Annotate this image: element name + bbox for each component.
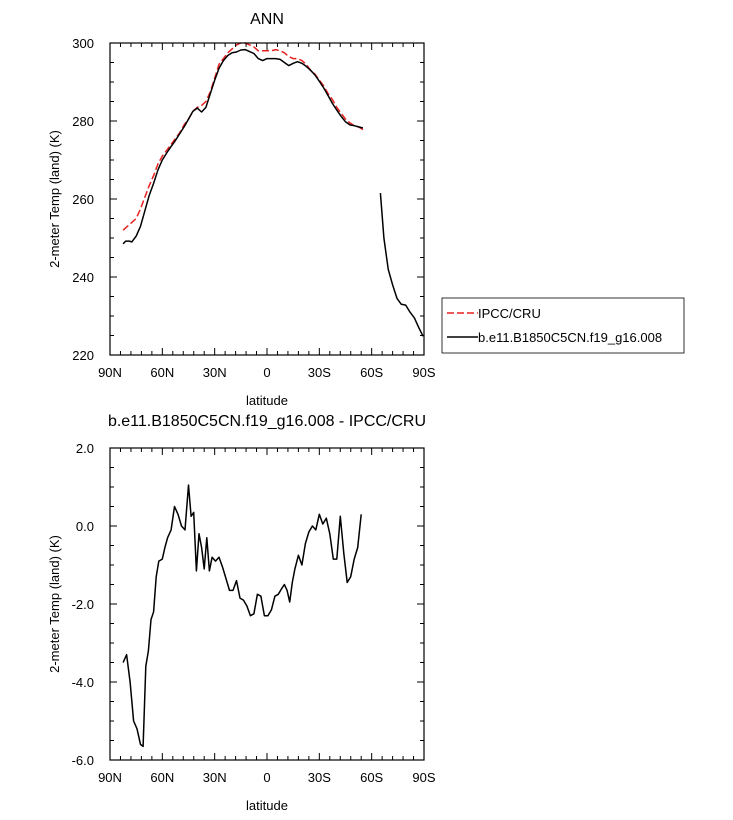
top-chart-x-tick-label: 90N [98,365,122,380]
top-chart-title: ANN [250,11,284,28]
top-chart-series-0-line-0 [122,42,364,231]
top-chart-x-tick-label: 0 [263,365,270,380]
top-chart-ticks [109,42,425,356]
legend-box [441,297,685,354]
legend: IPCC/CRU b.e11.B1850C5CN.f19_g16.008 [441,297,685,354]
bottom-chart-x-tick-labels: 90N 60N 30N 0 30S 60S 90S [98,770,436,785]
bottom-chart-y-tick-label: 2.0 [76,441,94,456]
bottom-chart-y-label: 2-meter Temp (land) (K) [47,535,62,673]
top-chart-x-tick-label: 30S [308,365,331,380]
bottom-chart-series-0-line-0 [122,484,362,748]
bottom-chart-y-tick-label: -2.0 [72,597,94,612]
bottom-chart-x-label: latitude [246,798,288,813]
bottom-chart-x-tick-label: 60N [150,770,174,785]
top-chart-y-tick-label: 300 [72,36,94,51]
bottom-chart-y-tick-label: -6.0 [72,753,94,768]
legend-label-ipcc-cru: IPCC/CRU [478,306,541,321]
bottom-chart-frame [109,447,425,761]
bottom-chart-x-tick-label: 0 [263,770,270,785]
bottom-chart: b.e11.B1850C5CN.f19_g16.008 - IPCC/CRU -… [47,413,436,813]
top-chart-series-1-line-0 [122,48,364,245]
bottom-chart-ticks [109,447,425,761]
bottom-chart-y-tick-labels: -6.0 -4.0 -2.0 0.0 2.0 [72,441,94,768]
top-chart-x-tick-label: 60S [360,365,383,380]
bottom-chart-y-tick-label: 0.0 [76,519,94,534]
bottom-chart-x-tick-label: 30N [203,770,227,785]
top-chart-frame [109,42,425,356]
top-chart-series [122,42,424,337]
top-chart-y-tick-label: 260 [72,192,94,207]
top-chart-y-tick-label: 280 [72,114,94,129]
top-chart-x-tick-labels: 90N 60N 30N 0 30S 60S 90S [98,365,436,380]
top-chart-x-tick-label: 90S [412,365,435,380]
bottom-chart-x-tick-label: 60S [360,770,383,785]
top-chart-y-tick-labels: 220 240 260 280 300 [72,36,94,363]
bottom-chart-title: b.e11.B1850C5CN.f19_g16.008 - IPCC/CRU [108,413,426,430]
top-chart-y-tick-label: 220 [72,348,94,363]
top-chart-y-label: 2-meter Temp (land) (K) [47,130,62,268]
top-chart-y-tick-label: 240 [72,270,94,285]
top-chart-x-tick-label: 30N [203,365,227,380]
bottom-chart-x-tick-label: 90S [412,770,435,785]
top-chart-series-1-line-1 [379,193,424,337]
legend-label-model: b.e11.B1850C5CN.f19_g16.008 [478,330,662,345]
top-chart-x-label: latitude [246,393,288,408]
bottom-chart-x-tick-label: 30S [308,770,331,785]
bottom-chart-x-tick-label: 90N [98,770,122,785]
top-chart-x-tick-label: 60N [150,365,174,380]
bottom-chart-series [122,484,362,748]
bottom-chart-y-tick-label: -4.0 [72,675,94,690]
